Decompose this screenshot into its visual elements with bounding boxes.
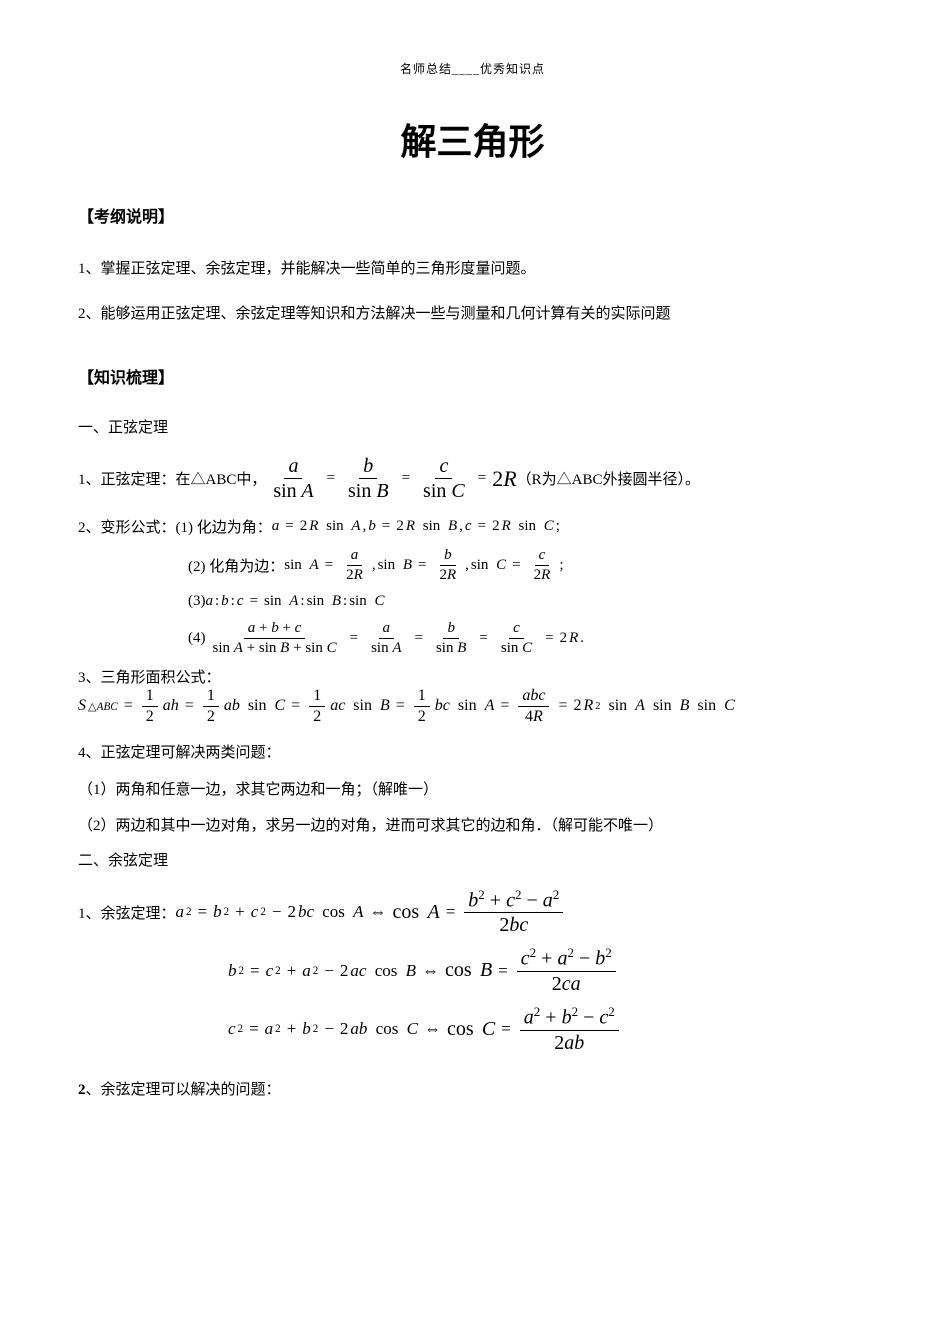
subheading-sine-law: 一、正弦定理	[78, 416, 867, 437]
sine-transform-2: (2) 化角为边： sin A= a2R , sin B= b2R , sin …	[78, 547, 867, 583]
sine-transform-label: 2、变形公式：	[78, 516, 176, 537]
sine-transform-1: 2、变形公式： (1) 化边为角： a=2R sin A, b=2R sin B…	[78, 516, 867, 537]
sine-transform-1-formula: a=2R sin A, b=2R sin B, c=2R sin C;	[272, 518, 560, 535]
document-title: 解三角形	[0, 113, 945, 165]
kaogang-item-2: 2、能够运用正弦定理、余弦定理等知识和方法解决一些与测量和几何计算有关的实际问题	[78, 300, 867, 329]
cosine-law-problems-prefix: 2	[78, 1082, 86, 1098]
area-formula: S△ABC = 12ah = 12ab sin C = 12ac sin B =…	[78, 687, 735, 725]
content-area: 【考纲说明】 1、掌握正弦定理、余弦定理，并能解决一些简单的三角形度量问题。 2…	[0, 203, 945, 1104]
page-running-header: 名师总结____优秀知识点	[0, 0, 945, 95]
cosine-law-c-formula: c2=a2+b2−2ab cos C ⇔ cos C= a2 + b2 − c2…	[228, 1005, 622, 1054]
cosine-law-c: c2=a2+b2−2ab cos C ⇔ cos C= a2 + b2 − c2…	[78, 1005, 867, 1054]
sine-transform-2-formula: sin A= a2R , sin B= b2R , sin C= c2R ;	[284, 547, 563, 583]
cosine-law-label: 1、余弦定理：	[78, 902, 176, 923]
cosine-law-problems-text: 、余弦定理可以解决的问题：	[86, 1082, 281, 1098]
document-page: 名师总结____优秀知识点 解三角形 【考纲说明】 1、掌握正弦定理、余弦定理，…	[0, 0, 945, 1337]
sine-law-label: 1、正弦定理：在△ABC中，	[78, 468, 266, 489]
sine-law-formula: asin A = bsin B = csin C = 2R	[266, 455, 516, 502]
section-heading-kaogang: 【考纲说明】	[78, 203, 867, 227]
sine-transform-3: (3) a:b:c = sin A: sin B: sin C	[78, 593, 867, 610]
cosine-law-problems: 2、余弦定理可以解决的问题：	[78, 1076, 867, 1105]
cosine-law-b: b2=c2+a2−2ac cos B ⇔ cos B= c2 + a2 − b2…	[78, 946, 867, 995]
sine-transform-4-label: (4)	[188, 630, 206, 647]
sine-law-problem-types: 4、正弦定理可解决两类问题：	[78, 739, 867, 768]
kaogang-item-1: 1、掌握正弦定理、余弦定理，并能解决一些简单的三角形度量问题。	[78, 255, 867, 284]
cosine-law-a: 1、余弦定理： a2=b2+c2−2bc cos A ⇔ cos A= b2 +…	[78, 888, 867, 937]
cosine-law-b-formula: b2=c2+a2−2ac cos B ⇔ cos B= c2 + a2 − b2…	[228, 946, 619, 995]
sine-law-trailing: （R为△ABC外接圆半径）。	[517, 468, 700, 489]
sine-law-case-1: （1）两角和任意一边，求其它两边和一角；（解唯一）	[78, 776, 867, 805]
sine-law-case-2: （2）两边和其中一边对角，求另一边的对角，进而可求其它的边和角．（解可能不唯一）	[78, 812, 867, 841]
section-heading-zhishi: 【知识梳理】	[78, 364, 867, 388]
sine-law-statement: 1、正弦定理：在△ABC中， asin A = bsin B = csin C …	[78, 455, 867, 502]
sine-transform-4-formula: a + b + c sin A + sin B + sin C = asin A…	[206, 620, 585, 656]
sine-transform-2-label: (2) 化角为边：	[188, 555, 284, 576]
sine-transform-3-label: (3)	[188, 593, 206, 610]
subheading-cosine-law: 二、余弦定理	[78, 849, 867, 870]
area-label: 3、三角形面积公式：	[78, 666, 221, 687]
cosine-law-a-formula: a2=b2+c2−2bc cos A ⇔ cos A= b2 + c2 − a2…	[176, 888, 567, 937]
sine-transform-3-formula: a:b:c = sin A: sin B: sin C	[206, 593, 385, 610]
sine-transform-4: (4) a + b + c sin A + sin B + sin C = as…	[78, 620, 867, 656]
triangle-area-formula: 3、三角形面积公式： S△ABC = 12ah = 12ab sin C = 1…	[78, 666, 867, 725]
sine-transform-1-label: (1) 化边为角：	[176, 516, 272, 537]
